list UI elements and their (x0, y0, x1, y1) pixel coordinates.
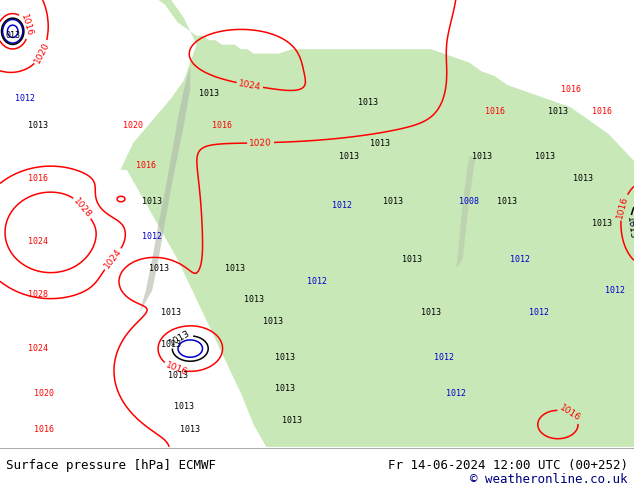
Text: 1028: 1028 (28, 291, 48, 299)
Text: 1013: 1013 (625, 217, 634, 241)
Text: 1013: 1013 (28, 121, 48, 130)
Text: 1013: 1013 (421, 308, 441, 318)
Text: 1016: 1016 (20, 13, 35, 38)
Text: 1013: 1013 (148, 264, 169, 272)
Text: 1020: 1020 (123, 121, 143, 130)
Text: 1013: 1013 (497, 196, 517, 206)
Text: 1016: 1016 (560, 85, 581, 94)
Text: 1016: 1016 (212, 121, 232, 130)
Text: 1016: 1016 (164, 361, 189, 378)
Text: Fr 14-06-2024 12:00 UTC (00+252): Fr 14-06-2024 12:00 UTC (00+252) (387, 459, 628, 472)
Text: 1016: 1016 (484, 107, 505, 116)
Text: 1012: 1012 (510, 255, 530, 264)
Text: 1012: 1012 (446, 389, 467, 398)
Text: 1016: 1016 (592, 107, 612, 116)
Text: 1013: 1013 (370, 139, 391, 147)
Text: 013: 013 (5, 31, 20, 40)
Text: 1012: 1012 (15, 94, 36, 103)
Text: 1020: 1020 (249, 138, 272, 147)
Text: 1012: 1012 (142, 232, 162, 242)
Text: 1028: 1028 (72, 196, 93, 220)
Text: 1013: 1013 (180, 424, 200, 434)
Polygon shape (456, 156, 476, 268)
Text: 1013: 1013 (168, 329, 192, 348)
Text: 1024: 1024 (28, 237, 48, 246)
Text: 1013: 1013 (402, 255, 422, 264)
Text: 1013: 1013 (199, 89, 219, 98)
Text: 1013: 1013 (275, 353, 295, 362)
Text: 1012: 1012 (529, 308, 549, 318)
Text: 1012: 1012 (332, 201, 353, 210)
Text: 1013: 1013 (358, 98, 378, 107)
Text: 1013: 1013 (161, 308, 181, 318)
Text: 1024: 1024 (28, 344, 48, 353)
Text: Surface pressure [hPa] ECMWF: Surface pressure [hPa] ECMWF (6, 459, 216, 472)
Text: 1013: 1013 (472, 152, 492, 161)
Text: 1016: 1016 (616, 195, 630, 220)
Polygon shape (120, 0, 634, 447)
Text: 1013: 1013 (243, 295, 264, 304)
Text: 1013: 1013 (262, 317, 283, 326)
Polygon shape (139, 67, 190, 313)
Text: 1013: 1013 (161, 340, 181, 348)
Text: 1013: 1013 (174, 402, 194, 411)
Text: 1013: 1013 (167, 371, 188, 380)
Text: 1024: 1024 (238, 79, 262, 92)
Text: 1012: 1012 (434, 353, 454, 362)
Text: © weatheronline.co.uk: © weatheronline.co.uk (470, 473, 628, 486)
Text: 1016: 1016 (28, 174, 48, 183)
Text: 1024: 1024 (102, 247, 124, 270)
Text: 1013: 1013 (592, 219, 612, 228)
Text: 1012: 1012 (605, 286, 625, 295)
Text: 1013: 1013 (224, 264, 245, 272)
Text: 1013: 1013 (339, 152, 359, 161)
Text: 1013: 1013 (383, 196, 403, 206)
Text: 1012: 1012 (307, 277, 327, 286)
Text: 1013: 1013 (275, 384, 295, 393)
Text: 1008: 1008 (459, 196, 479, 206)
Text: 1013: 1013 (142, 196, 162, 206)
Text: 1016: 1016 (136, 161, 156, 170)
Text: 1020: 1020 (33, 40, 51, 65)
Text: 1013: 1013 (281, 416, 302, 424)
Text: 1016: 1016 (559, 403, 583, 423)
Text: 1013: 1013 (548, 107, 568, 116)
Text: 1016: 1016 (34, 424, 55, 434)
Text: 1013: 1013 (573, 174, 593, 183)
Text: 1020: 1020 (34, 389, 55, 398)
Text: 1013: 1013 (535, 152, 555, 161)
